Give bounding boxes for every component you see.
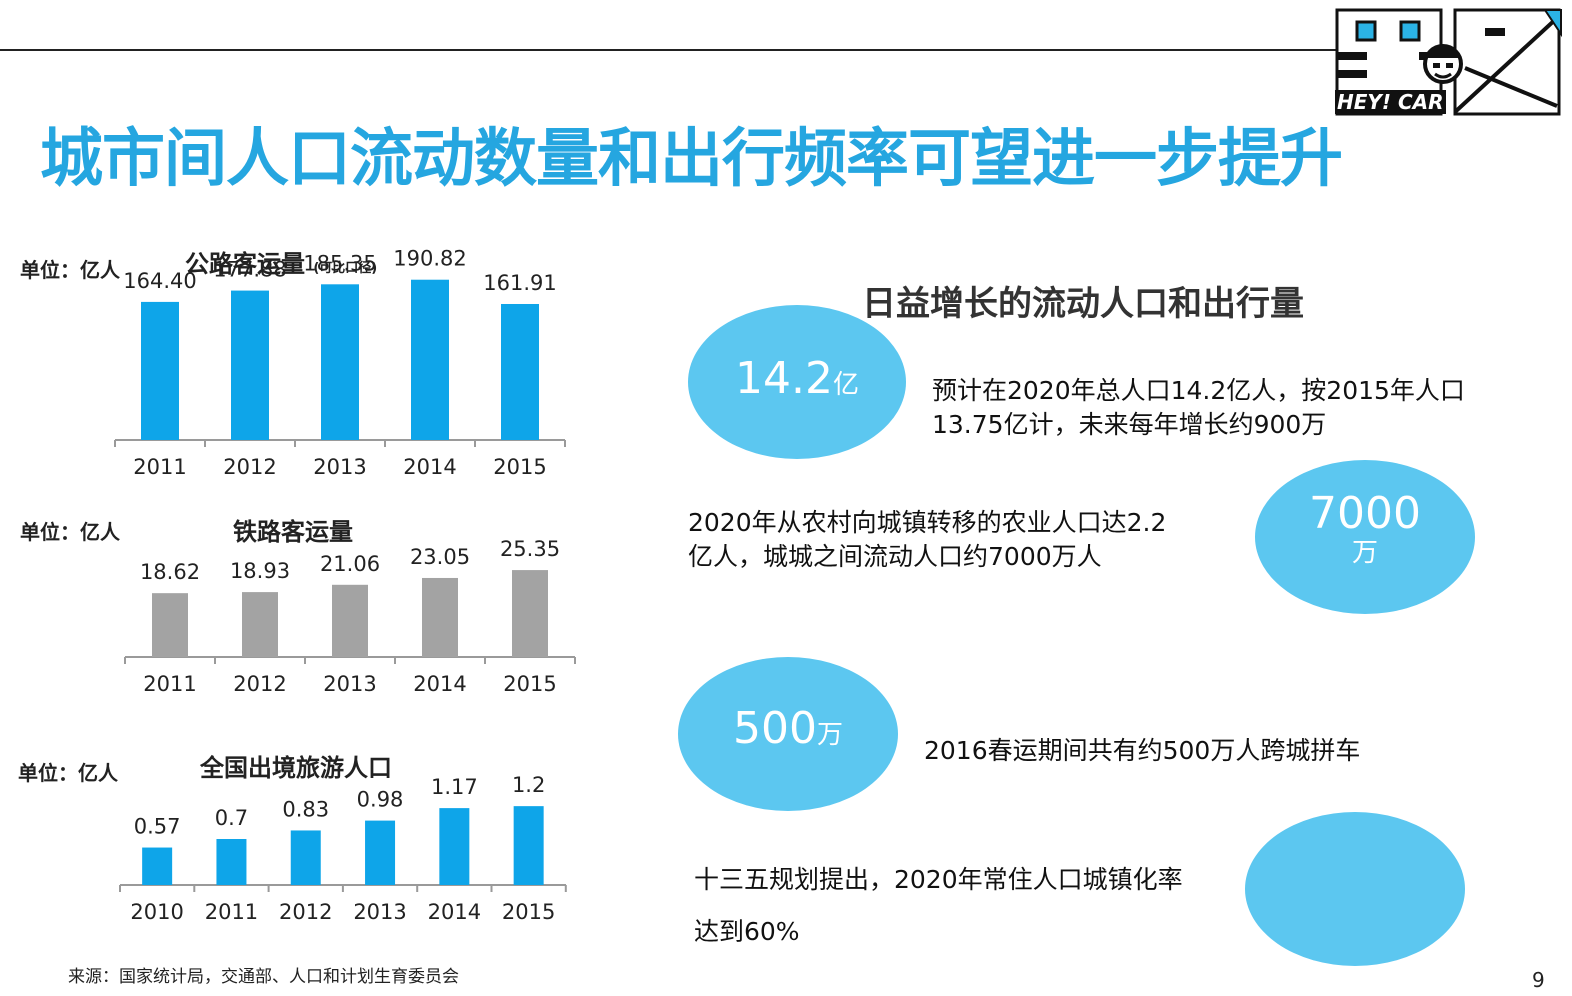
bar-2013 bbox=[332, 584, 368, 657]
category-label: 2015 bbox=[493, 455, 546, 479]
stat-value: 7000 bbox=[1309, 488, 1421, 539]
category-label: 2011 bbox=[143, 672, 196, 696]
category-label: 2010 bbox=[130, 900, 183, 924]
page-title: 城市间人口流动数量和出行频率可望进一步提升 bbox=[40, 122, 1343, 195]
data-label: 23.05 bbox=[410, 545, 470, 569]
stat-value: 14.2 bbox=[735, 353, 833, 404]
data-label: 0.7 bbox=[215, 806, 248, 830]
stat-ellipse-migration: 7000 万 bbox=[1255, 460, 1475, 614]
stat-desc-urbanization: 十三五规划提出，2020年常住人口城镇化率 达到60% bbox=[694, 854, 1254, 958]
bar-2013 bbox=[321, 284, 359, 440]
stat-unit: 亿 bbox=[832, 370, 859, 400]
stat-unit: 万 bbox=[1351, 538, 1378, 568]
chart2-unit-label: 单位：亿人 bbox=[20, 520, 120, 544]
category-label: 2011 bbox=[205, 900, 258, 924]
bar-2011 bbox=[216, 839, 247, 885]
category-label: 2011 bbox=[133, 455, 186, 479]
data-label: 190.82 bbox=[393, 247, 466, 271]
category-label: 2012 bbox=[279, 900, 332, 924]
header-rule bbox=[0, 49, 1345, 51]
bar-2012 bbox=[242, 592, 278, 657]
category-label: 2013 bbox=[313, 455, 366, 479]
desc-line: 达到60% bbox=[694, 917, 800, 946]
data-label: 25.35 bbox=[500, 537, 560, 561]
stat-ellipse-carpool: 500万 bbox=[678, 657, 898, 811]
desc-line: 13.75亿计，未来每年增长约900万 bbox=[932, 410, 1327, 439]
stat-value: 500 bbox=[733, 703, 817, 754]
category-label: 2014 bbox=[403, 455, 456, 479]
category-label: 2012 bbox=[223, 455, 276, 479]
chart3-outbound-tourism-bars: 0.57 2010 0.7 2011 0.83 2012 0.98 2013 1.17 2014 1… bbox=[119, 773, 567, 924]
bar-2015 bbox=[513, 806, 544, 885]
source-note: 来源：国家统计局，交通部、人口和计划生育委员会 bbox=[68, 967, 459, 987]
bar-2012 bbox=[290, 830, 321, 885]
chart3-title: 全国出境旅游人口 bbox=[200, 754, 392, 782]
data-label: 0.83 bbox=[282, 797, 329, 821]
bar-2014 bbox=[411, 279, 449, 440]
bar-2011 bbox=[152, 593, 188, 657]
data-label: 164.40 bbox=[123, 269, 196, 293]
chart1-subtitle: (可比口径) bbox=[313, 261, 378, 276]
desc-line: 亿人，城城之间流动人口约7000万人 bbox=[688, 542, 1102, 571]
data-label: 1.2 bbox=[512, 773, 545, 797]
data-label: 177.88 bbox=[213, 258, 286, 282]
data-label: 1.17 bbox=[431, 775, 478, 799]
bar-2015 bbox=[501, 303, 539, 440]
desc-line: 预计在2020年总人口14.2亿人，按2015年人口 bbox=[932, 376, 1465, 405]
bar-2014 bbox=[422, 577, 458, 657]
bar-2014 bbox=[439, 808, 470, 885]
category-label: 2014 bbox=[413, 672, 466, 696]
desc-line: 十三五规划提出，2020年常住人口城镇化率 bbox=[694, 865, 1183, 894]
data-label: 185.35 bbox=[303, 251, 376, 275]
data-label: 0.57 bbox=[134, 815, 181, 839]
desc-line: 2020年从农村向城镇转移的农业人口达2.2 bbox=[688, 508, 1167, 537]
chart2-railway-passenger-bars: 18.62 2011 18.93 2012 21.06 2013 23.05 2014 25.3… bbox=[124, 537, 576, 696]
data-label: 21.06 bbox=[320, 552, 380, 576]
category-label: 2013 bbox=[323, 672, 376, 696]
chart3-unit-label: 单位：亿人 bbox=[18, 761, 118, 785]
chart1-title-text: 公路客运量 bbox=[185, 250, 305, 278]
bar-2012 bbox=[231, 290, 269, 440]
data-label: 0.98 bbox=[357, 788, 404, 812]
data-label: 18.93 bbox=[230, 559, 290, 583]
bar-2013 bbox=[365, 820, 396, 885]
stat-ellipse-urbanization bbox=[1245, 812, 1465, 966]
page-number: 9 bbox=[1532, 968, 1545, 992]
category-label: 2015 bbox=[502, 900, 555, 924]
stat-desc-population: 预计在2020年总人口14.2亿人，按2015年人口 13.75亿计，未来每年增… bbox=[932, 374, 1552, 442]
bar-2010 bbox=[142, 847, 173, 885]
hey-car-logo: HEY! CAR bbox=[1335, 8, 1563, 118]
right-section-title: 日益增长的流动人口和出行量 bbox=[862, 284, 1304, 324]
bar-2011 bbox=[141, 301, 179, 440]
category-label: 2014 bbox=[428, 900, 481, 924]
chart1-title: 公路客运量 (可比口径) bbox=[185, 244, 377, 279]
stat-unit: 万 bbox=[816, 720, 843, 750]
desc-line: 2016春运期间共有约500万人跨城拼车 bbox=[924, 736, 1361, 765]
data-label: 161.91 bbox=[483, 271, 556, 295]
chart1-unit-label: 单位：亿人 bbox=[20, 258, 120, 282]
category-label: 2013 bbox=[353, 900, 406, 924]
category-label: 2015 bbox=[503, 672, 556, 696]
chart2-title: 铁路客运量 bbox=[233, 518, 353, 546]
logo-graphic-icon bbox=[1335, 8, 1562, 116]
bar-2015 bbox=[512, 570, 548, 657]
logo-text: HEY! CAR bbox=[1335, 90, 1446, 114]
category-label: 2012 bbox=[233, 672, 286, 696]
stat-desc-migration: 2020年从农村向城镇转移的农业人口达2.2 亿人，城城之间流动人口约7000万… bbox=[688, 506, 1248, 574]
data-label: 18.62 bbox=[140, 560, 200, 584]
stat-ellipse-population: 14.2亿 bbox=[688, 305, 906, 459]
stat-desc-carpool: 2016春运期间共有约500万人跨城拼车 bbox=[924, 734, 1484, 768]
chart1-highway-passenger-bars: 164.40 2011 177.88 2012 185.35 2013 190.82 2014… bbox=[114, 247, 566, 479]
